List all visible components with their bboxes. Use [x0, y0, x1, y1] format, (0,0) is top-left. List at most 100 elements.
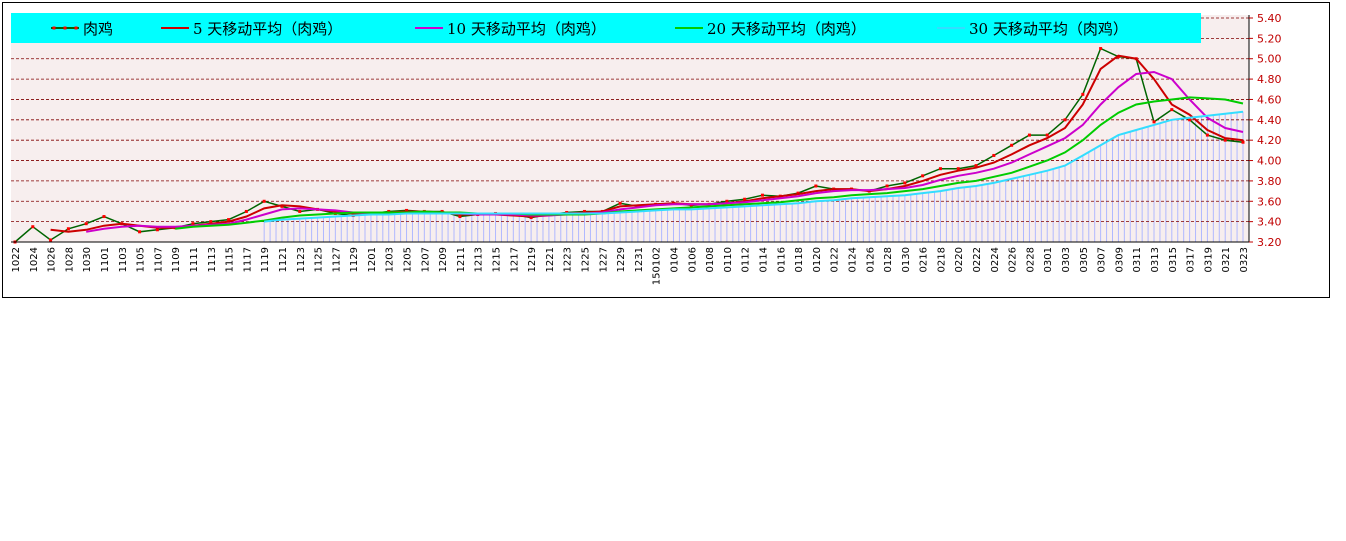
- x-tick-label: 1215: [492, 247, 503, 272]
- x-tick-label: 1209: [438, 247, 449, 272]
- y-tick-label: 4.60: [1257, 93, 1282, 106]
- y-tick-label: 3.40: [1257, 216, 1282, 229]
- x-tick-label: 1022: [11, 247, 22, 272]
- data-point: [1045, 133, 1049, 137]
- x-tick-label: 0126: [865, 247, 876, 272]
- y-tick-label: 3.80: [1257, 175, 1282, 188]
- data-point: [956, 167, 960, 171]
- x-tick-label: 0323: [1239, 247, 1250, 272]
- data-point: [49, 238, 53, 242]
- x-tick-label: 0114: [758, 247, 769, 272]
- x-tick-label: 1229: [616, 247, 627, 272]
- x-tick-label: 1119: [260, 247, 271, 272]
- data-point: [1027, 133, 1031, 137]
- data-point: [618, 201, 622, 205]
- x-tick-label: 1109: [171, 247, 182, 272]
- data-point: [1170, 108, 1174, 112]
- x-tick-label: 0315: [1168, 247, 1179, 272]
- x-tick-label: 0124: [847, 247, 858, 272]
- x-tick-label: 1223: [563, 247, 574, 272]
- legend-label: 30 天移动平均（肉鸡）: [969, 20, 1128, 38]
- plot-area: [11, 15, 1249, 242]
- x-tick-label: 0309: [1114, 247, 1125, 272]
- data-point: [1081, 92, 1085, 96]
- x-tick-label: 0317: [1186, 247, 1197, 272]
- data-point: [440, 209, 444, 213]
- data-point: [227, 218, 231, 222]
- data-point: [1010, 143, 1014, 147]
- data-point: [191, 222, 195, 226]
- data-point: [280, 204, 284, 208]
- x-tick-label: 1231: [634, 247, 645, 272]
- y-tick-label: 3.20: [1257, 236, 1282, 249]
- x-tick-label: 1225: [581, 247, 592, 272]
- y-tick-label: 3.60: [1257, 195, 1282, 208]
- chart-frame: 3.20 3.40 3.60 3.80 4.00 4.20 4.40 4.60 4.80 5.00…: [2, 2, 1330, 298]
- y-tick-label: 4.00: [1257, 155, 1282, 168]
- x-tick-label: 1205: [403, 247, 414, 272]
- data-point: [298, 209, 302, 213]
- legend: 肉鸡 5 天移动平均（肉鸡） 10 天移动平均（肉鸡） 20 天移动平均（肉鸡） 30 …: [51, 20, 1128, 38]
- data-point: [155, 228, 159, 232]
- x-tick-label: 1107: [153, 247, 164, 272]
- data-point: [1188, 118, 1192, 122]
- data-point: [938, 167, 942, 171]
- data-point: [725, 199, 729, 203]
- data-point: [1205, 133, 1209, 137]
- x-tick-label: 0313: [1150, 247, 1161, 272]
- x-tick-label: 1201: [367, 247, 378, 272]
- legend-marker: [52, 26, 56, 30]
- data-point: [565, 210, 569, 214]
- legend-label: 20 天移动平均（肉鸡）: [707, 20, 866, 38]
- legend-box: [11, 13, 1201, 43]
- x-tick-label: 1123: [296, 247, 307, 272]
- data-point: [583, 209, 587, 213]
- x-tick-label: 0228: [1025, 247, 1036, 272]
- x-tick-label: 1129: [349, 247, 360, 272]
- data-point: [743, 197, 747, 201]
- series-line-2: [86, 70, 1244, 233]
- x-tick-label: 0112: [741, 247, 752, 272]
- data-point: [1152, 120, 1156, 124]
- x-tick-label: 0311: [1132, 247, 1143, 272]
- series-line-3: [175, 96, 1244, 230]
- x-tick-label: 0226: [1008, 247, 1019, 272]
- chart-svg: 3.20 3.40 3.60 3.80 4.00 4.20 4.40 4.60 4.80 5.00…: [11, 12, 1282, 285]
- x-tick-label: 0224: [990, 247, 1001, 272]
- data-point: [903, 181, 907, 185]
- x-tick-label: 1024: [29, 247, 40, 272]
- x-tick-label: 0130: [901, 247, 912, 272]
- x-tick-label: 1105: [136, 247, 147, 272]
- x-tick-label: 0220: [954, 247, 965, 272]
- data-point: [760, 193, 764, 197]
- x-tick-label: 0122: [830, 247, 841, 272]
- data-point: [689, 203, 693, 207]
- x-tick-label: 0216: [919, 247, 930, 272]
- y-tick-label: 4.20: [1257, 134, 1282, 147]
- x-tick-label: 0321: [1221, 247, 1232, 272]
- data-point: [529, 216, 533, 220]
- data-point: [992, 153, 996, 157]
- x-tick-label: 1217: [509, 247, 520, 272]
- legend-label: 10 天移动平均（肉鸡）: [447, 20, 606, 38]
- data-point: [138, 230, 142, 234]
- data-point: [921, 174, 925, 178]
- x-tick-label: 1203: [385, 247, 396, 272]
- x-tick-label: 0303: [1061, 247, 1072, 272]
- y-tick-labels: 3.20 3.40 3.60 3.80 4.00 4.20 4.40 4.60 4.80 5.00…: [1249, 12, 1282, 249]
- series-line-4: [264, 110, 1244, 223]
- data-point: [209, 220, 213, 224]
- x-tick-label: 1127: [331, 247, 342, 272]
- x-tick-label: 1227: [598, 247, 609, 272]
- legend-label: 肉鸡: [83, 20, 113, 38]
- data-point: [885, 184, 889, 188]
- x-tick-label: 1121: [278, 247, 289, 272]
- volume-bars: [263, 111, 1244, 242]
- x-tick-label: 1101: [100, 247, 111, 272]
- x-tick-label: 1207: [420, 247, 431, 272]
- data-point: [814, 184, 818, 188]
- y-tick-label: 4.80: [1257, 73, 1282, 86]
- x-tick-label: 0116: [776, 247, 787, 272]
- data-point: [244, 209, 248, 213]
- x-tick-label: 1028: [64, 247, 75, 272]
